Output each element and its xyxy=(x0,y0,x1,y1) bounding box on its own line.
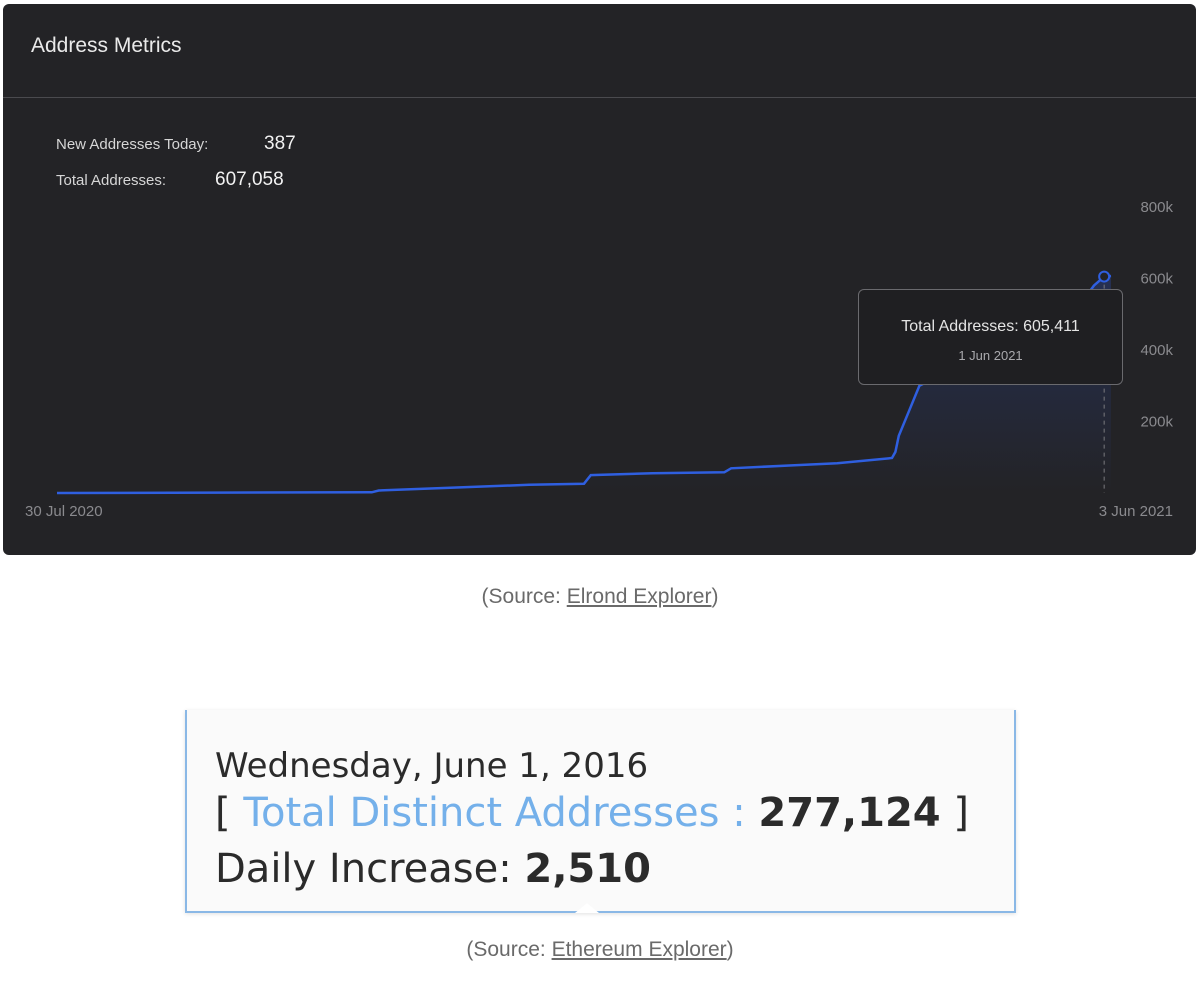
tooltip-notch xyxy=(575,903,599,913)
caption-ethereum: (Source: Ethereum Explorer) xyxy=(0,938,1200,962)
new-addresses-label: New Addresses Today: xyxy=(56,136,209,153)
caption-suffix: ) xyxy=(711,585,719,608)
caption-elrond: (Source: Elrond Explorer) xyxy=(0,585,1200,609)
y-tick-label: 400k xyxy=(1140,342,1173,359)
total-addresses-stat: Total Addresses: 607,058 xyxy=(56,169,284,190)
address-chart[interactable]: 200k 400k 600k 800k 30 Jul 2020 3 Jun 2021 xyxy=(3,4,1196,555)
hover-point xyxy=(1098,270,1111,283)
daily-increase-label: Daily Increase: xyxy=(215,846,512,892)
total-distinct-value: 277,124 xyxy=(758,790,941,836)
y-tick-label: 600k xyxy=(1140,271,1173,288)
ethereum-explorer-link[interactable]: Ethereum Explorer xyxy=(551,938,727,961)
close-bracket: ] xyxy=(953,790,969,836)
new-addresses-stat: New Addresses Today: 387 xyxy=(56,133,296,154)
elrond-explorer-link[interactable]: Elrond Explorer xyxy=(566,585,712,608)
tooltip-date: 1 Jun 2021 xyxy=(958,348,1023,363)
eth-date: Wednesday, June 1, 2016 xyxy=(215,746,649,786)
open-bracket: [ xyxy=(215,790,231,836)
panel-title: Address Metrics xyxy=(31,34,182,57)
daily-increase-value: 2,510 xyxy=(524,846,651,892)
total-distinct-label: Total Distinct Addresses : xyxy=(243,790,746,836)
new-addresses-value: 387 xyxy=(264,133,296,154)
total-addresses-value: 607,058 xyxy=(215,169,284,190)
y-tick-label: 200k xyxy=(1140,414,1173,431)
address-metrics-panel: Address Metrics New Addresses Today: 387… xyxy=(3,4,1196,555)
caption-prefix: (Source: xyxy=(481,585,567,608)
caption-suffix: ) xyxy=(726,938,734,961)
tooltip-title: Total Addresses: 605,411 xyxy=(901,318,1080,335)
total-addresses-label: Total Addresses: xyxy=(56,172,167,189)
caption-prefix: (Source: xyxy=(466,938,552,961)
eth-total-distinct-addresses: [ Total Distinct Addresses : 277,124 ] xyxy=(215,790,969,836)
eth-daily-increase: Daily Increase: 2,510 xyxy=(215,846,651,892)
x-tick-label: 30 Jul 2020 xyxy=(25,503,103,520)
ethereum-tooltip-box: Wednesday, June 1, 2016 [ Total Distinct… xyxy=(185,710,1016,913)
chart-area-fill xyxy=(57,276,1111,493)
x-tick-label: 3 Jun 2021 xyxy=(1099,503,1173,520)
y-tick-label: 800k xyxy=(1140,199,1173,216)
chart-tooltip: Total Addresses: 605,411 1 Jun 2021 xyxy=(858,289,1123,385)
panel-header: Address Metrics xyxy=(3,4,1196,98)
